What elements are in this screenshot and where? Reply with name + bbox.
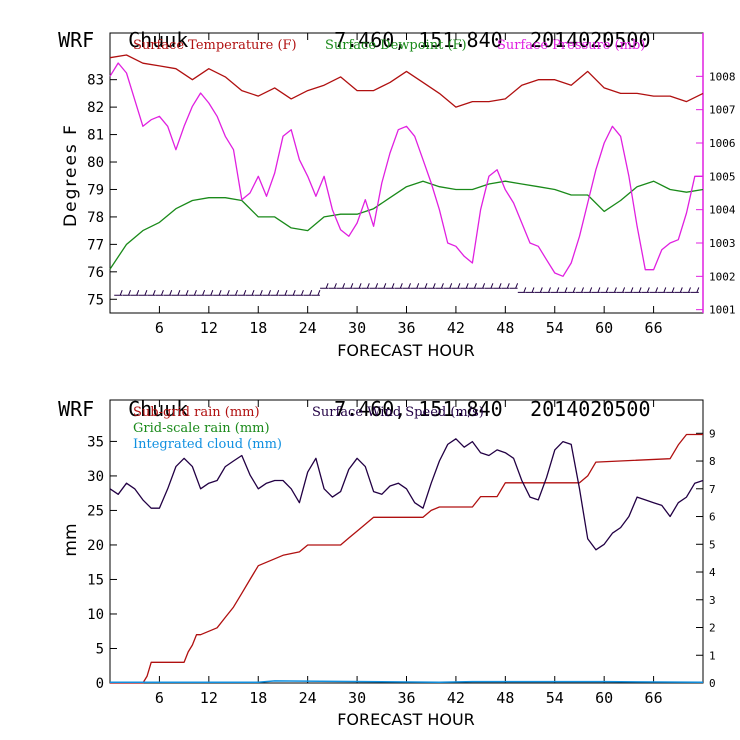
top-x-tick-label: 30 xyxy=(348,319,366,337)
top-legend-temp: Surface Temperature (F) xyxy=(133,38,297,53)
top-y2-tick-label: 1008 xyxy=(709,70,736,83)
wind-barbs xyxy=(114,283,700,296)
bottom-legend-subgrid: Sub-grid rain (mm) xyxy=(133,405,260,420)
top-x-tick-label: 36 xyxy=(397,319,415,337)
top-y-tick-label: 83 xyxy=(87,73,104,89)
top-y2-tick-label: 1007 xyxy=(709,104,736,117)
bottom-y2-tick-label: 7 xyxy=(709,483,716,496)
top-coords-label: 7.460, 151.840 xyxy=(334,28,503,52)
top-legend-dew: Surface Dewpoint (F) xyxy=(325,38,467,53)
bottom-coords-label: 7.460, 151.840 xyxy=(334,397,503,421)
bottom-coords-header: 7.460, 151.840 xyxy=(310,373,503,421)
top-model-label: WRF xyxy=(58,28,95,52)
top-x-tick-label: 18 xyxy=(249,319,267,337)
top-y-tick-label: 76 xyxy=(87,265,104,281)
top-station-label: Chuuk xyxy=(128,28,189,52)
top-x-tick-label: 66 xyxy=(645,319,663,337)
top-x-tick-label: 12 xyxy=(200,319,218,337)
bottom-y2-tick-label: 9 xyxy=(709,427,716,440)
top-series-group xyxy=(109,54,704,277)
top-y2-tick-label: 1006 xyxy=(709,137,736,150)
top-y2-tick-label: 1002 xyxy=(709,270,736,283)
bottom-axes-ticks: 6 12 18 24 30 36 42 48 54 60 660510152025303501234… xyxy=(87,400,716,707)
bottom-x-tick-label: 60 xyxy=(595,689,613,707)
top-y-tick-label: 75 xyxy=(87,292,104,308)
bottom-series-wind xyxy=(109,438,704,551)
top-y2-tick-label: 1004 xyxy=(709,204,736,217)
bottom-y2-tick-label: 1 xyxy=(709,649,716,662)
top-y-tick-label: 82 xyxy=(87,100,104,116)
top-chart-header: WRF xyxy=(34,4,94,52)
top-station-header: Chuuk xyxy=(104,4,188,52)
top-y2-tick-label: 1005 xyxy=(709,170,736,183)
bottom-y-tick-label: 5 xyxy=(96,641,104,657)
top-axes-ticks: 6 12 18 24 30 36 42 48 54 60 66 75 76 77 78 79 80 81 82 83 1… xyxy=(87,33,736,337)
top-y-tick-label: 81 xyxy=(87,128,104,144)
top-legend-pres: Surface Pressure (mb) xyxy=(497,38,645,53)
top-x-tick-label: 24 xyxy=(299,319,317,337)
top-y-tick-label: 77 xyxy=(87,237,104,253)
bottom-x-tick-label: 42 xyxy=(447,689,465,707)
top-init-label: 2014020500 xyxy=(530,28,651,52)
top-y2-tick-label: 1003 xyxy=(709,237,736,250)
bottom-legend-wind: Surface Wind Speed (m/s) xyxy=(312,405,484,420)
bottom-y2-tick-label: 6 xyxy=(709,511,716,524)
bottom-y-axis-title: mm xyxy=(61,523,81,556)
bottom-x-tick-label: 12 xyxy=(200,689,218,707)
bottom-x-tick-label: 6 xyxy=(155,689,164,707)
bottom-station-header: Chuuk xyxy=(104,373,188,421)
bottom-y2-tick-label: 0 xyxy=(709,677,716,690)
bottom-legend-cloud: Integrated cloud (mm) xyxy=(133,437,282,452)
bottom-x-tick-label: 30 xyxy=(348,689,366,707)
bottom-y2-tick-label: 3 xyxy=(709,594,716,607)
bottom-x-tick-label: 18 xyxy=(249,689,267,707)
bottom-chart-header: WRF xyxy=(34,373,94,421)
bottom-x-tick-label: 36 xyxy=(397,689,415,707)
bottom-x-tick-label: 54 xyxy=(546,689,564,707)
bottom-x-tick-label: 24 xyxy=(299,689,317,707)
bottom-y-tick-label: 20 xyxy=(87,538,104,554)
top-y2-tick-label: 1001 xyxy=(709,304,736,317)
bottom-init-header: 2014020500 xyxy=(506,373,651,421)
bottom-y2-tick-label: 2 xyxy=(709,622,716,635)
top-x-axis-title: FORECAST HOUR xyxy=(337,341,475,360)
bottom-x-tick-label: 66 xyxy=(645,689,663,707)
bottom-init-label: 2014020500 xyxy=(530,397,651,421)
top-series-dew xyxy=(109,180,704,270)
bottom-legend-gridscale: Grid-scale rain (mm) xyxy=(133,421,270,436)
top-y-tick-label: 80 xyxy=(87,155,104,171)
bottom-series-subgrid xyxy=(110,433,703,684)
top-y-axis-title: Degrees F xyxy=(61,123,81,227)
bottom-y-tick-label: 15 xyxy=(87,572,104,588)
bottom-y-tick-label: 0 xyxy=(96,676,104,692)
bottom-x-tick-label: 48 xyxy=(496,689,514,707)
top-x-tick-label: 48 xyxy=(496,319,514,337)
top-y-tick-label: 78 xyxy=(87,210,104,226)
bottom-y-tick-label: 35 xyxy=(87,434,104,450)
top-y-tick-label: 79 xyxy=(87,182,104,198)
bottom-series-cloud xyxy=(110,680,704,684)
bottom-y-tick-label: 10 xyxy=(87,607,104,623)
bottom-y-tick-label: 30 xyxy=(87,469,104,485)
bottom-x-axis-title: FORECAST HOUR xyxy=(337,710,475,729)
bottom-series-group xyxy=(109,433,704,684)
top-coords-header: 7.460, 151.840 xyxy=(310,4,503,52)
bottom-y2-tick-label: 8 xyxy=(709,455,716,468)
bottom-station-label: Chuuk xyxy=(128,397,189,421)
bottom-y2-tick-label: 5 xyxy=(709,538,716,551)
bottom-model-label: WRF xyxy=(58,397,95,421)
top-x-tick-label: 60 xyxy=(595,319,613,337)
bottom-y2-tick-label: 4 xyxy=(709,566,716,579)
top-x-tick-label: 42 xyxy=(447,319,465,337)
bottom-y-tick-label: 25 xyxy=(87,503,104,519)
top-init-header: 2014020500 xyxy=(506,4,651,52)
top-series-temp xyxy=(109,54,704,108)
top-x-tick-label: 54 xyxy=(546,319,564,337)
top-x-tick-label: 6 xyxy=(155,319,164,337)
top-series-pres xyxy=(109,62,703,277)
